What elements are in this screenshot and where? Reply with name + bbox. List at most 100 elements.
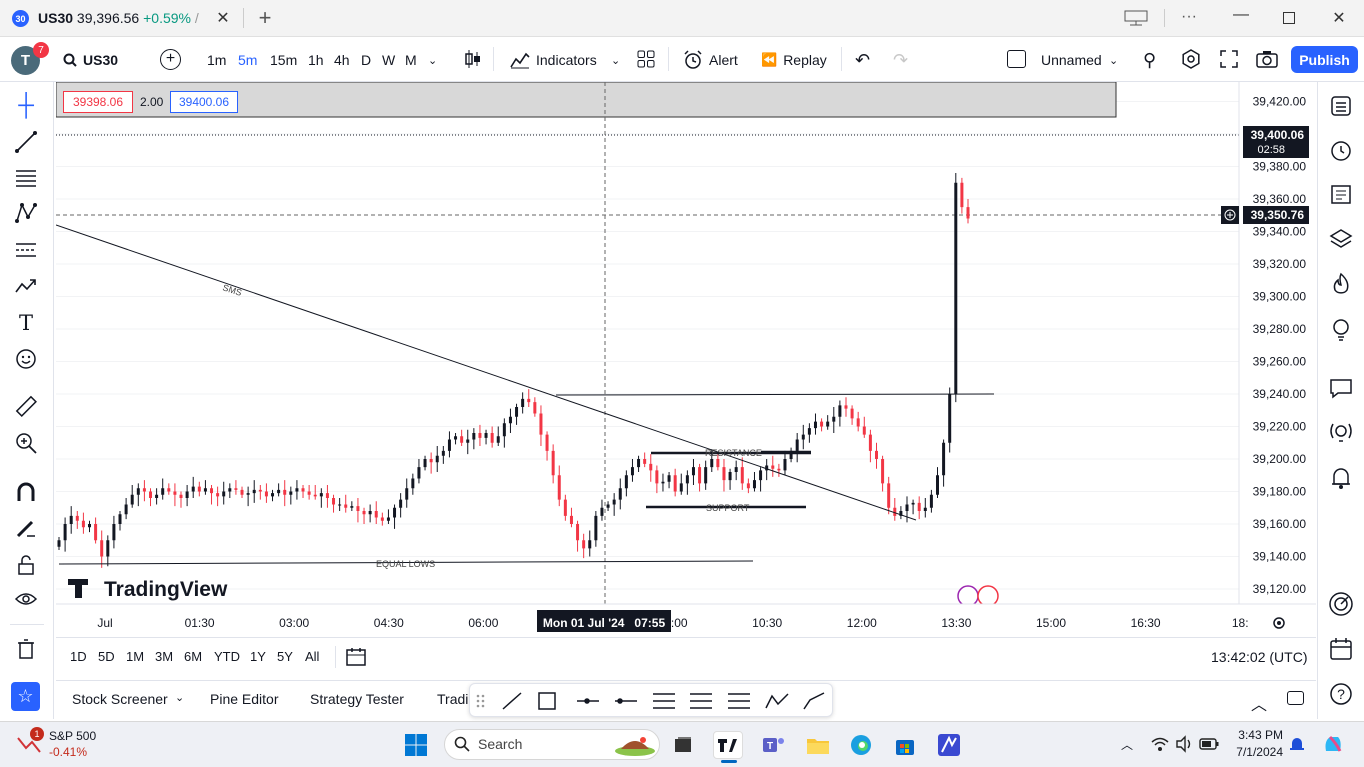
range-3m[interactable]: 3M	[155, 649, 174, 664]
help-question-icon[interactable]: ?	[1326, 679, 1356, 709]
interval-w[interactable]: W	[382, 52, 396, 68]
layers-icon[interactable]	[1326, 224, 1356, 254]
tab-stock-screener[interactable]: Stock Screener	[72, 691, 168, 707]
brush-icon[interactable]	[12, 272, 40, 300]
templates-icon[interactable]	[637, 50, 655, 68]
window-tab-title[interactable]: US30 39,396.56 +0.59% /	[38, 10, 199, 26]
pattern-icon[interactable]	[12, 199, 40, 227]
show-hidden-icons-chevron[interactable]: ︿	[1121, 738, 1134, 752]
tab-pine-editor[interactable]: Pine Editor	[210, 691, 279, 707]
interval-5m[interactable]: 5m	[238, 52, 258, 68]
indicators-button[interactable]: Indicators	[510, 50, 597, 70]
layout-dropdown-icon[interactable]: ⌄	[1109, 54, 1119, 67]
tradingview-app-icon[interactable]	[713, 731, 743, 759]
symbol-search[interactable]: US30	[63, 50, 118, 70]
collapse-panel-chevron-icon[interactable]: ︿	[1251, 697, 1268, 714]
favorites-star-icon[interactable]: ☆	[11, 682, 40, 711]
stock-widget-icon[interactable]	[16, 732, 42, 754]
layout-name[interactable]: Unnamed	[1041, 52, 1102, 68]
interval-d[interactable]: D	[361, 52, 372, 68]
interval-15m[interactable]: 15m	[270, 52, 298, 68]
camera-icon[interactable]	[1256, 49, 1278, 69]
trash-icon[interactable]	[12, 635, 40, 663]
teams-icon[interactable]: T	[758, 731, 788, 759]
streams-icon[interactable]	[1326, 418, 1356, 448]
range-5d[interactable]: 5D	[98, 649, 115, 664]
battery-icon[interactable]	[1199, 737, 1219, 751]
edge-browser-icon[interactable]	[846, 731, 876, 759]
interval-1h[interactable]: 1h	[308, 52, 324, 68]
screen-layout-icon[interactable]	[1124, 10, 1148, 26]
zoom-in-icon[interactable]	[12, 429, 40, 457]
forecasting-icon[interactable]	[12, 236, 40, 264]
ideas-lightbulb-icon[interactable]	[1326, 314, 1356, 344]
task-view-icon[interactable]	[668, 731, 698, 759]
indicators-dropdown-icon[interactable]: ⌄	[611, 54, 621, 67]
notification-bell-icon[interactable]	[1289, 735, 1305, 753]
tab-trading-panel[interactable]: Tradi	[437, 691, 469, 707]
trend-line-icon[interactable]	[12, 128, 40, 156]
alert-button[interactable]: Alert	[683, 50, 738, 70]
notifications-bell-icon[interactable]	[1326, 463, 1356, 493]
taskbar-date[interactable]: 7/1/2024	[1236, 745, 1283, 759]
undo-icon[interactable]: ↶	[855, 49, 871, 70]
tab-strategy-tester[interactable]: Strategy Tester	[310, 691, 404, 707]
candles-type-icon[interactable]	[464, 48, 482, 70]
interval-dropdown-icon[interactable]: ⌄	[428, 54, 438, 67]
new-tab-icon[interactable]: +	[258, 5, 272, 30]
replay-button[interactable]: ⏪ Replay	[761, 50, 827, 70]
object-tree-icon[interactable]	[1326, 179, 1356, 209]
close-tab-icon[interactable]: ✕	[216, 10, 230, 27]
emoji-icon[interactable]	[12, 345, 40, 373]
visibility-eye-icon[interactable]	[12, 585, 40, 613]
windows-start-icon[interactable]	[401, 731, 431, 759]
lock-icon[interactable]	[12, 551, 40, 579]
price-chart[interactable]: SMS RESISTANCE SUPPORT EQUAL LOWS Tradin…	[56, 82, 1316, 636]
maximize-icon[interactable]	[1283, 12, 1295, 24]
go-to-date-icon[interactable]	[345, 647, 367, 667]
range-all[interactable]: All	[305, 649, 320, 664]
stay-in-drawing-mode-icon[interactable]	[12, 514, 40, 542]
power-automate-icon[interactable]	[934, 731, 964, 759]
ticker-name[interactable]: S&P 500	[49, 729, 97, 743]
interval-m[interactable]: M	[405, 52, 417, 68]
watchlist-icon[interactable]	[1326, 91, 1356, 121]
range-ytd[interactable]: YTD	[214, 649, 240, 664]
dom-target-icon[interactable]	[1326, 589, 1356, 619]
text-tool-icon[interactable]: T	[18, 311, 33, 335]
interval-1m[interactable]: 1m	[207, 52, 227, 68]
file-explorer-icon[interactable]	[803, 731, 833, 759]
redo-icon[interactable]: ↷	[893, 49, 909, 70]
quick-search-icon[interactable]: ⚲	[1143, 49, 1157, 70]
volume-icon[interactable]	[1175, 735, 1193, 753]
interval-4h[interactable]: 4h	[334, 52, 350, 68]
alerts-clock-icon[interactable]	[1326, 135, 1356, 165]
calendar-icon[interactable]	[1326, 634, 1356, 664]
fullscreen-icon[interactable]	[1219, 49, 1239, 69]
chat-icon[interactable]	[1326, 373, 1356, 403]
magnet-icon[interactable]	[12, 478, 40, 506]
ruler-icon[interactable]	[12, 392, 40, 420]
range-5y[interactable]: 5Y	[277, 649, 293, 664]
fib-retracement-icon[interactable]	[12, 164, 40, 192]
stock-screener-dropdown-icon[interactable]: ⌄	[175, 692, 185, 704]
more-options-icon[interactable]: ···	[1181, 8, 1197, 25]
publish-button[interactable]: Publish	[1291, 46, 1358, 73]
compare-symbol-icon[interactable]: +	[160, 49, 181, 70]
settings-gear-icon[interactable]	[1181, 49, 1201, 69]
utc-clock[interactable]: 13:42:02 (UTC)	[1211, 649, 1308, 665]
taskbar-time[interactable]: 3:43 PM	[1238, 728, 1283, 742]
range-6m[interactable]: 6M	[184, 649, 203, 664]
microsoft-store-icon[interactable]	[890, 731, 920, 759]
range-1y[interactable]: 1Y	[250, 649, 266, 664]
layout-icon[interactable]	[1007, 50, 1026, 68]
maximize-panel-icon[interactable]	[1287, 691, 1304, 705]
copilot-icon[interactable]	[1322, 733, 1344, 755]
crosshair-icon[interactable]: ┼	[18, 92, 34, 117]
range-1d[interactable]: 1D	[70, 649, 87, 664]
minimize-icon[interactable]: —	[1233, 6, 1249, 23]
close-window-icon[interactable]: ✕	[1332, 10, 1346, 27]
wifi-icon[interactable]	[1150, 735, 1170, 753]
hotlists-flame-icon[interactable]	[1326, 269, 1356, 299]
range-1m[interactable]: 1M	[126, 649, 145, 664]
